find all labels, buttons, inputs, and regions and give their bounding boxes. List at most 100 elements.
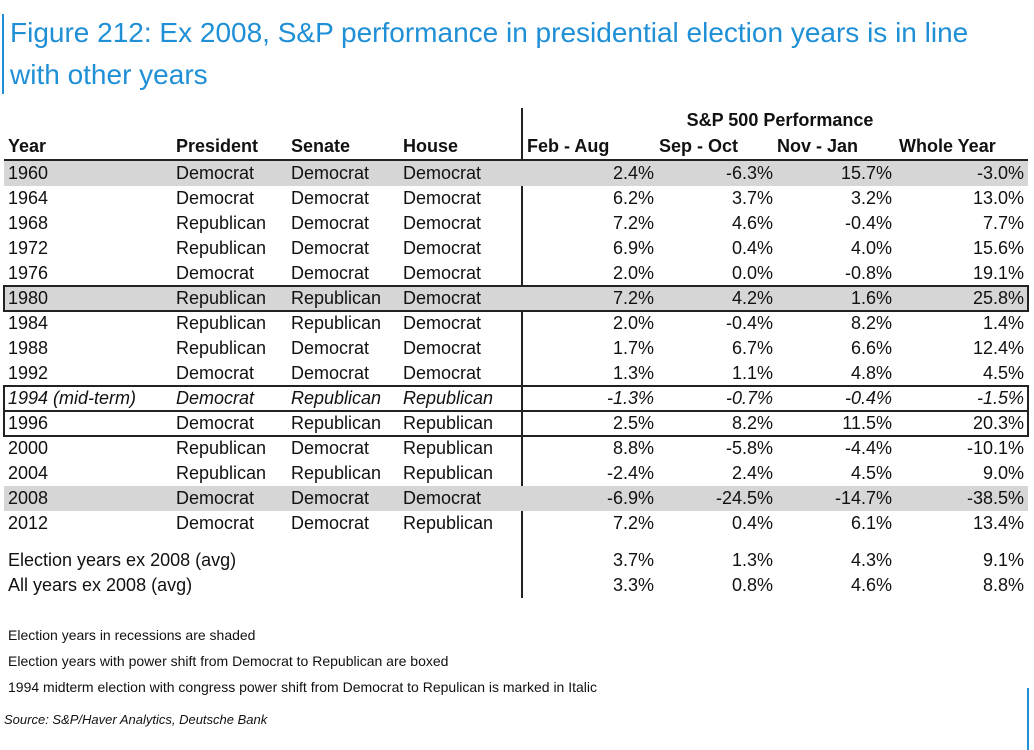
cell-whole-year: 19.1% xyxy=(972,263,1024,283)
header-feb-aug: Feb - Aug xyxy=(527,136,610,156)
cell-whole-year: 25.8% xyxy=(972,288,1024,308)
cell-sep-oct: 3.7% xyxy=(731,188,773,208)
cell-president: Republican xyxy=(176,313,267,333)
header-rule xyxy=(4,159,1028,161)
cell-president: Republican xyxy=(176,238,267,258)
cell-feb-aug: -6.9% xyxy=(606,488,654,508)
cell-president: Republican xyxy=(176,438,267,458)
cell-year: 2004 xyxy=(8,463,49,483)
average-sep-oct: 1.3% xyxy=(731,550,773,570)
table-row: 1984 Republican Republican Democrat 2.0% -0.4… xyxy=(4,311,1028,336)
cell-senate: Republican xyxy=(291,388,382,408)
cell-whole-year: -3.0% xyxy=(976,163,1024,183)
cell-feb-aug: 2.0% xyxy=(612,263,654,283)
cell-senate: Democrat xyxy=(291,213,370,233)
cell-house: Democrat xyxy=(403,238,482,258)
cell-house: Democrat xyxy=(403,338,482,358)
cell-whole-year: 15.6% xyxy=(972,238,1024,258)
average-label: All years ex 2008 (avg) xyxy=(8,575,193,595)
cell-nov-jan: 11.5% xyxy=(842,413,892,433)
header-president: President xyxy=(176,136,259,156)
cell-year: 1992 xyxy=(8,363,49,383)
cell-sep-oct: 8.2% xyxy=(731,413,773,433)
average-whole-year: 9.1% xyxy=(982,550,1024,570)
cell-house: Republican xyxy=(403,413,494,433)
cell-house: Republican xyxy=(403,438,494,458)
cell-whole-year: 13.4% xyxy=(972,513,1024,533)
figure-title: Figure 212: Ex 2008, S&P performance in … xyxy=(10,17,969,90)
cell-nov-jan: 6.1% xyxy=(850,513,892,533)
cell-sep-oct: 1.1% xyxy=(731,363,773,383)
frame-accent-rule xyxy=(1027,688,1029,750)
note-italic: 1994 midterm election with congress powe… xyxy=(8,679,598,695)
cell-senate: Democrat xyxy=(291,438,370,458)
cell-house: Democrat xyxy=(403,363,482,383)
average-row: Election years ex 2008 (avg) 3.7% 1.3% 4… xyxy=(4,548,1028,573)
cell-president: Democrat xyxy=(176,513,255,533)
average-sep-oct: 0.8% xyxy=(731,575,773,595)
cell-nov-jan: -0.8% xyxy=(844,263,892,283)
cell-president: Democrat xyxy=(176,163,255,183)
cell-feb-aug: 6.2% xyxy=(612,188,654,208)
cell-feb-aug: -1.3% xyxy=(606,388,654,408)
cell-senate: Democrat xyxy=(291,363,370,383)
cell-whole-year: 20.3% xyxy=(972,413,1024,433)
note-boxed: Election years with power shift from Dem… xyxy=(8,653,449,669)
cell-year: 2000 xyxy=(8,438,49,458)
table-row: 1964 Democrat Democrat Democrat 6.2% 3.7% 3.2%… xyxy=(4,186,1028,211)
cell-year: 1960 xyxy=(8,163,49,183)
cell-senate: Republican xyxy=(291,463,382,483)
column-divider xyxy=(521,108,523,598)
cell-president: Republican xyxy=(176,338,267,358)
cell-sep-oct: 6.7% xyxy=(731,338,773,358)
cell-whole-year: -1.5% xyxy=(976,388,1024,408)
table-row: 2012 Democrat Democrat Republican 7.2% 0.4% 6.… xyxy=(4,511,1028,536)
cell-senate: Democrat xyxy=(291,163,370,183)
average-label: Election years ex 2008 (avg) xyxy=(8,550,237,570)
cell-feb-aug: 7.2% xyxy=(612,213,654,233)
cell-whole-year: 4.5% xyxy=(982,363,1024,383)
source-note: Source: S&P/Haver Analytics, Deutsche Ba… xyxy=(4,712,268,727)
cell-whole-year: -10.1% xyxy=(966,438,1024,458)
table-row: 1994 (mid-term) Democrat Republican Republi… xyxy=(3,385,1029,412)
cell-year: 1964 xyxy=(8,188,49,208)
cell-feb-aug: 1.3% xyxy=(612,363,654,383)
cell-president: Republican xyxy=(176,288,267,308)
cell-feb-aug: 8.8% xyxy=(612,438,654,458)
cell-sep-oct: -5.8% xyxy=(725,438,773,458)
cell-year: 2008 xyxy=(8,488,49,508)
cell-president: Democrat xyxy=(176,488,255,508)
cell-house: Democrat xyxy=(403,213,482,233)
header-nov-jan: Nov - Jan xyxy=(777,136,859,156)
average-nov-jan: 4.6% xyxy=(850,575,892,595)
cell-feb-aug: 2.0% xyxy=(612,313,654,333)
cell-nov-jan: 6.6% xyxy=(850,338,892,358)
note-shaded: Election years in recessions are shaded xyxy=(8,627,256,643)
table-row: 1968 Republican Democrat Democrat 7.2% 4.6% -0… xyxy=(4,211,1028,236)
cell-year: 1994 (mid-term) xyxy=(8,388,137,408)
average-feb-aug: 3.3% xyxy=(612,575,654,595)
cell-whole-year: 7.7% xyxy=(982,213,1024,233)
cell-nov-jan: 4.0% xyxy=(850,238,892,258)
cell-president: Democrat xyxy=(176,363,255,383)
average-feb-aug: 3.7% xyxy=(612,550,654,570)
average-nov-jan: 4.3% xyxy=(850,550,892,570)
cell-nov-jan: 4.8% xyxy=(850,363,892,383)
table-row: 2004 Republican Republican Republican -2.4% 2… xyxy=(4,461,1028,486)
cell-house: Democrat xyxy=(403,313,482,333)
cell-year: 1968 xyxy=(8,213,49,233)
cell-whole-year: 13.0% xyxy=(972,188,1024,208)
cell-feb-aug: 2.4% xyxy=(612,163,654,183)
cell-house: Republican xyxy=(403,388,494,408)
cell-sep-oct: -6.3% xyxy=(725,163,773,183)
cell-president: Democrat xyxy=(176,388,255,408)
header-senate: Senate xyxy=(291,136,351,156)
cell-president: Republican xyxy=(176,463,267,483)
header-house: House xyxy=(403,136,459,156)
cell-house: Democrat xyxy=(403,488,482,508)
average-whole-year: 8.8% xyxy=(982,575,1024,595)
cell-year: 1984 xyxy=(8,313,49,333)
cell-senate: Democrat xyxy=(291,238,370,258)
cell-nov-jan: -14.7% xyxy=(834,488,892,508)
cell-house: Republican xyxy=(403,513,494,533)
